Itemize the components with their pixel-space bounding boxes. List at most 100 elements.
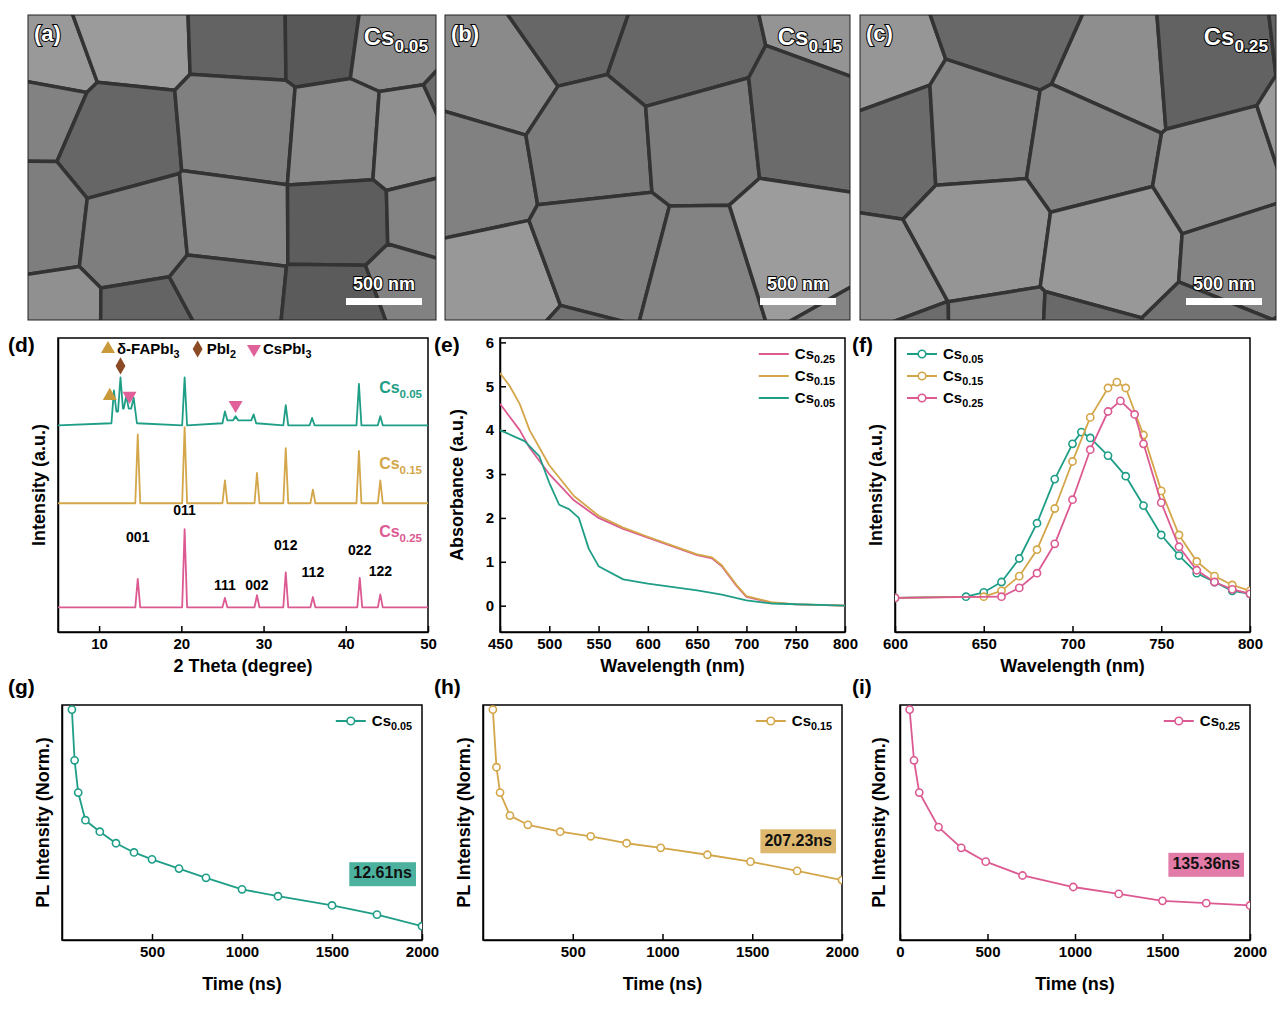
scale-bar-label: 500 nm (353, 274, 415, 294)
legend-symbol (918, 394, 926, 402)
y-axis-line (900, 706, 902, 941)
tick-label: 650 (685, 635, 710, 652)
legend-entry: Cs0.25 (907, 389, 983, 409)
series-line (895, 401, 1250, 598)
data-point (1087, 414, 1094, 421)
legend-symbol (347, 717, 355, 725)
data-point (910, 757, 917, 764)
legend-label: Cs0.15 (795, 367, 835, 387)
x-axis-tick: 1000 (226, 934, 259, 960)
y-axis-title: PL Intensity (Norm.) (454, 737, 474, 908)
legend-symbol (918, 372, 926, 380)
tick-label: 450 (488, 635, 513, 652)
grain (423, 54, 436, 156)
legend-label: Cs0.25 (795, 345, 835, 365)
data-point (1117, 397, 1124, 404)
legend-symbol (193, 340, 203, 357)
y-axis-tick: 2 (486, 509, 506, 526)
data-point (982, 858, 989, 865)
data-point (68, 706, 75, 713)
data-point (794, 867, 801, 874)
scale-bar (760, 298, 836, 305)
series-label: Cs0.15 (379, 455, 422, 475)
tick-label: 4 (486, 421, 495, 438)
data-point (75, 789, 82, 796)
legend-entry: CsPbI3 (247, 340, 312, 360)
annotation-text: 12.61ns (353, 864, 412, 881)
x-axis: 500100015002000 (484, 934, 860, 960)
tick-mark (746, 626, 748, 632)
x-axis-tick: 550 (587, 626, 612, 652)
tick-label: 550 (587, 635, 612, 652)
tick-label: 2000 (826, 943, 859, 960)
series-line (500, 373, 845, 606)
data-point (1246, 902, 1250, 909)
x-axis-title: Time (ns) (202, 974, 282, 994)
data-point (1211, 578, 1218, 585)
legend-entry: Cs0.05 (907, 345, 983, 365)
data-point (1115, 890, 1122, 897)
legend-symbol (767, 717, 775, 725)
data-point (1087, 446, 1094, 453)
tick-label: 500 (975, 943, 1000, 960)
scale-bar-label: 500 nm (767, 274, 829, 294)
grain (180, 171, 288, 267)
tick-mark (242, 934, 244, 940)
legend-symbol (101, 341, 115, 353)
legend-symbol (918, 350, 926, 358)
y-axis (58, 339, 59, 633)
legend-label: δ-FAPbI3 (117, 340, 180, 360)
sem-image (445, 15, 850, 320)
tick-mark (1250, 934, 1252, 940)
tick-label: 1500 (736, 943, 769, 960)
data-point (895, 594, 899, 601)
annotation-box (760, 829, 836, 853)
data-point (838, 876, 842, 883)
y-axis (62, 706, 63, 941)
tick-mark (1162, 934, 1164, 940)
tick-mark (500, 342, 506, 344)
sem-border (28, 15, 436, 320)
annotation-box (349, 862, 416, 886)
data-point (1175, 543, 1182, 550)
peak-label: 012 (274, 537, 298, 553)
data-point (175, 865, 182, 872)
x-axis: 600650700750800 (883, 626, 1263, 652)
tick-mark (573, 934, 575, 940)
tick-mark (648, 626, 650, 632)
legend-entry: Cs0.15 (756, 712, 832, 732)
tick-mark (1250, 626, 1252, 632)
grain (749, 45, 850, 194)
legend: Cs0.25 (1164, 712, 1240, 732)
data-point (1113, 379, 1120, 386)
series-label: Cs0.05 (379, 379, 422, 399)
series-label: Cs0.25 (379, 523, 422, 543)
series-line (493, 710, 842, 880)
series-line (500, 404, 845, 606)
plot-frame (58, 338, 428, 632)
y-axis-line (500, 339, 502, 633)
plot-frame (900, 705, 1250, 940)
data-point (112, 840, 119, 847)
lifetime-annotation: 12.61ns (349, 862, 416, 886)
x-axis-tick: 700 (1060, 626, 1085, 652)
tick-mark (845, 626, 847, 632)
tick-mark (500, 518, 506, 520)
legend-label: Cs0.15 (792, 712, 832, 732)
data-point (328, 902, 335, 909)
data-point (1246, 590, 1250, 597)
tick-mark (1072, 626, 1074, 632)
legend-line (759, 353, 789, 355)
peak-label: 001 (126, 529, 150, 545)
tick-label: 0 (896, 943, 904, 960)
tick-mark (181, 626, 183, 632)
sem-panel: (c)Cs0.25500 nm (840, 0, 1282, 340)
sem-panel: (b)Cs0.15500 nm (425, 0, 870, 340)
data-point (1246, 590, 1250, 597)
legend-label: Cs0.05 (372, 712, 412, 732)
x-axis-tick: 1000 (1059, 934, 1092, 960)
data-point (557, 828, 564, 835)
y-axis-title: Intensity (a.u.) (29, 424, 49, 546)
phase-marker (116, 357, 126, 374)
legend-entry: Cs0.25 (1164, 712, 1240, 732)
